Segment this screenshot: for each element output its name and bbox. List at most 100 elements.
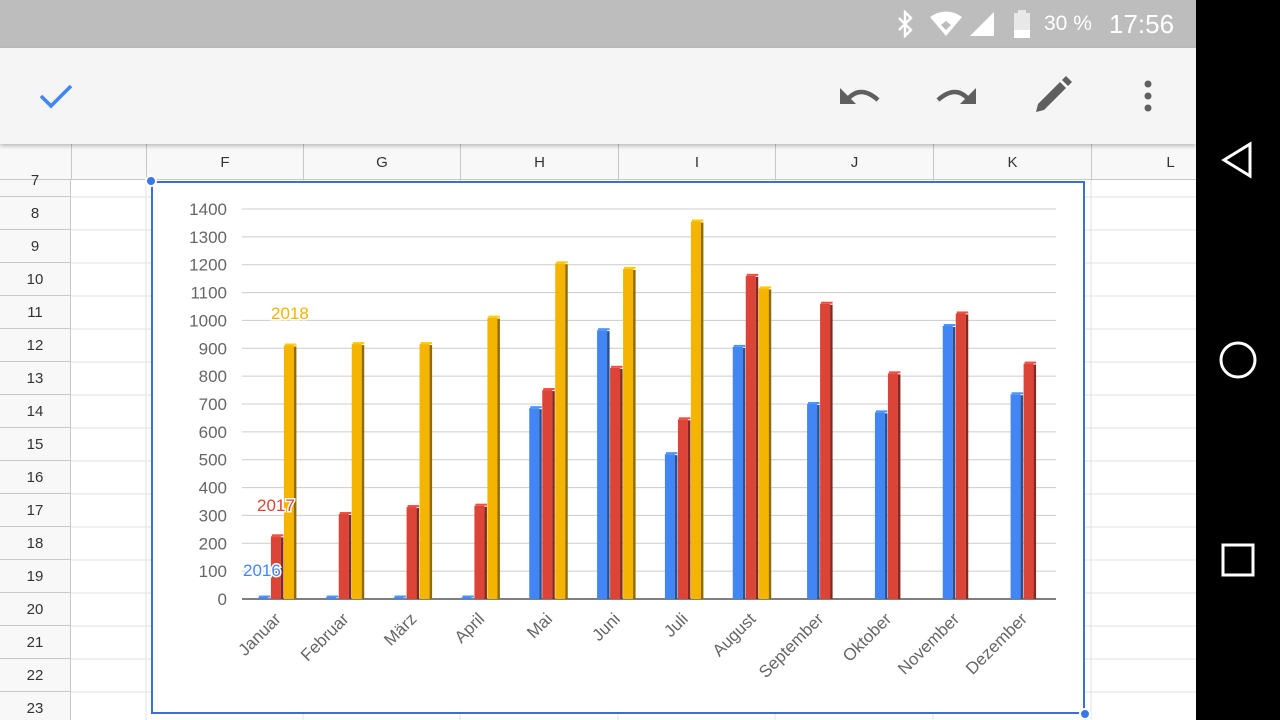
bar-top-2017-Februar	[339, 512, 352, 515]
bar-2017-Februar[interactable]	[338, 514, 349, 599]
bar-2017-Oktober[interactable]	[887, 373, 898, 599]
bar-side-2016-März	[403, 598, 407, 599]
bar-2016-September[interactable]	[807, 404, 818, 599]
bar-2018-Februar[interactable]	[351, 344, 362, 599]
bar-2018-August[interactable]	[758, 288, 769, 599]
bar-top-2017-April	[475, 503, 487, 506]
back-icon[interactable]	[1214, 136, 1262, 184]
bar-2016-Juli[interactable]	[664, 454, 675, 599]
bar-2017-August[interactable]	[745, 275, 756, 599]
bar-2017-Juni[interactable]	[610, 367, 621, 599]
bar-2016-Mai[interactable]	[529, 408, 540, 599]
toolbar	[0, 48, 1196, 144]
recents-icon[interactable]	[1214, 536, 1262, 584]
bar-side-2016-Juli	[674, 455, 678, 599]
bar-top-2017-März	[407, 505, 420, 508]
bar-top-2018-März	[420, 342, 433, 345]
y-tick-label: 500	[199, 451, 227, 470]
bar-top-2016-August	[733, 344, 746, 347]
bar-2018-April[interactable]	[487, 317, 498, 599]
app-screen: 30 % 17:56 F G H I J K L 7 8 9 10 11	[0, 0, 1196, 720]
bar-side-2016-Mai	[539, 409, 542, 599]
bar-2017-Januar[interactable]	[270, 536, 281, 599]
row-header-7[interactable]: 7	[0, 164, 70, 197]
bar-top-2016-September	[808, 402, 820, 404]
bar-side-2018-Juni	[633, 269, 636, 599]
bar-side-2017-August	[755, 276, 759, 599]
column-header-G[interactable]: G	[303, 144, 460, 180]
bar-2016-Juni[interactable]	[597, 330, 608, 599]
embedded-chart[interactable]: 0 100 200 300 400 500 600 700 800 900 1000 1100 1200…	[151, 181, 1085, 714]
bar-2017-März[interactable]	[406, 507, 417, 599]
redo-icon[interactable]	[932, 72, 980, 120]
row-header-23[interactable]: 23	[0, 692, 70, 720]
check-icon[interactable]	[32, 72, 80, 120]
column-header-I[interactable]: I	[618, 144, 775, 180]
y-tick-label: 700	[199, 395, 227, 414]
row-header-21[interactable]: 21	[0, 626, 70, 659]
row-header-22[interactable]: 22	[0, 659, 70, 692]
row-header-12[interactable]: 12	[0, 329, 70, 362]
bar-2016-Dezember[interactable]	[1010, 394, 1021, 599]
row-header-16[interactable]: 16	[0, 461, 70, 494]
bar-2017-Mai[interactable]	[542, 390, 553, 599]
series-label-2016: 2016	[243, 561, 281, 580]
bar-2017-September[interactable]	[820, 303, 831, 599]
chart-resize-handle-bottom-right[interactable]	[1079, 708, 1091, 720]
more-icon[interactable]	[1124, 72, 1172, 120]
bar-top-2018-April	[488, 315, 500, 318]
bar-top-2016-März	[394, 595, 407, 598]
y-tick-label: 900	[199, 339, 227, 358]
bar-side-2017-Februar	[348, 515, 352, 599]
bar-side-2018-März	[429, 345, 433, 599]
bar-top-2016-April	[462, 595, 474, 598]
row-header-11[interactable]: 11	[0, 296, 70, 329]
row-header-17[interactable]: 17	[0, 494, 70, 527]
row-header-13[interactable]: 13	[0, 362, 70, 395]
bar-2016-Februar[interactable]	[325, 597, 336, 600]
bar-2016-April[interactable]	[461, 597, 472, 600]
row-header-18[interactable]: 18	[0, 527, 70, 560]
bar-2017-Dezember[interactable]	[1023, 363, 1034, 599]
bar-top-2017-Oktober	[888, 371, 901, 374]
bar-2016-Januar[interactable]	[257, 597, 268, 600]
chart-resize-handle-top-left[interactable]	[145, 175, 157, 187]
bar-side-2017-Januar	[280, 537, 284, 599]
row-header-15[interactable]: 15	[0, 428, 70, 461]
undo-icon[interactable]	[836, 72, 884, 120]
bar-2017-Juli[interactable]	[677, 419, 688, 599]
row-header-20[interactable]: 20	[0, 593, 70, 626]
bar-2018-Juni[interactable]	[623, 268, 634, 599]
edit-icon[interactable]	[1028, 72, 1076, 120]
row-header-19[interactable]: 19	[0, 560, 70, 593]
column-header-E[interactable]	[71, 144, 146, 180]
column-header-F[interactable]: F	[146, 144, 303, 180]
row-header-10[interactable]: 10	[0, 263, 70, 296]
bar-2016-März[interactable]	[393, 597, 404, 600]
bar-2018-Mai[interactable]	[555, 263, 566, 599]
column-header-H[interactable]: H	[460, 144, 618, 180]
row-header-14[interactable]: 14	[0, 395, 70, 428]
x-tick-label: April	[451, 609, 488, 646]
home-icon[interactable]	[1214, 336, 1262, 384]
bar-top-2018-Januar	[284, 343, 297, 346]
bar-2018-Juli[interactable]	[690, 221, 701, 599]
bar-2017-April[interactable]	[474, 505, 485, 599]
wifi-icon	[928, 0, 964, 48]
bar-2018-Januar[interactable]	[283, 345, 294, 600]
bar-top-2016-Juli	[665, 452, 678, 455]
row-header-8[interactable]: 8	[0, 197, 70, 230]
column-header-J[interactable]: J	[775, 144, 933, 180]
column-header-K[interactable]: K	[933, 144, 1091, 180]
bar-2016-November[interactable]	[942, 326, 953, 599]
bar-top-2018-August	[759, 286, 772, 289]
row-header-9[interactable]: 9	[0, 230, 70, 263]
bar-top-2016-Dezember	[1011, 392, 1024, 395]
bar-top-2016-Mai	[530, 406, 542, 409]
column-header-L[interactable]: L	[1091, 144, 1196, 180]
bar-2016-August[interactable]	[732, 346, 743, 599]
bar-2017-November[interactable]	[955, 313, 966, 599]
bar-2016-Oktober[interactable]	[874, 412, 885, 599]
bar-side-2016-Oktober	[884, 413, 888, 599]
bar-2018-März[interactable]	[419, 344, 430, 599]
